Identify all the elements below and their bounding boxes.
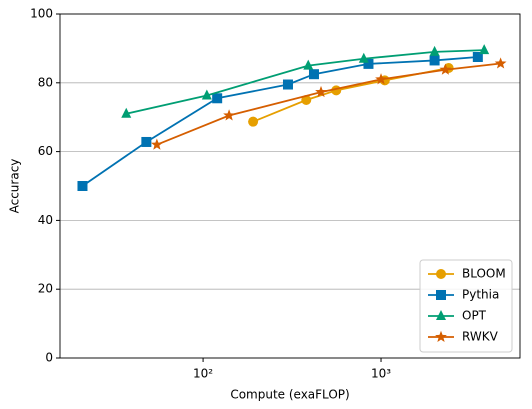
legend-marker (436, 310, 446, 320)
marker (201, 89, 212, 100)
plot-frame (59, 13, 521, 359)
y-tick-label: 20 (38, 282, 53, 296)
x-tick-label: 10² (193, 367, 213, 381)
legend-marker (435, 330, 447, 343)
marker (121, 107, 132, 118)
marker (303, 59, 314, 70)
y-tick-label: 0 (45, 351, 53, 365)
marker (77, 181, 88, 191)
marker (248, 116, 259, 127)
marker (150, 138, 163, 150)
series-line (252, 67, 449, 123)
marker (212, 93, 223, 104)
x-axis-label: Compute (exaFLOP) (230, 388, 349, 402)
y-axis-label: Accuracy (8, 159, 22, 214)
marker (301, 95, 312, 105)
series-line (126, 49, 485, 115)
legend-label: Pythia (462, 288, 499, 302)
marker (141, 136, 152, 147)
legend-marker (436, 290, 446, 300)
marker (429, 45, 440, 56)
legend-box (419, 259, 513, 353)
marker (358, 52, 369, 63)
series-line (156, 62, 501, 146)
x-tick-label: 10³ (371, 367, 391, 381)
y-tick-label: 60 (38, 144, 53, 158)
y-tick-label: 80 (38, 75, 53, 89)
legend-label: BLOOM (462, 267, 506, 281)
marker (223, 109, 235, 121)
marker (363, 58, 374, 69)
marker (308, 69, 319, 80)
marker (375, 73, 387, 85)
marker (479, 44, 490, 55)
legend-label: RWKV (462, 330, 499, 344)
marker (494, 57, 507, 69)
y-tick-label: 100 (30, 7, 53, 21)
series-line (81, 56, 478, 187)
legend-marker (436, 269, 446, 279)
marker (439, 63, 452, 75)
marker (472, 52, 483, 62)
y-tick-label: 40 (38, 213, 53, 227)
marker (315, 85, 327, 98)
legend-label: OPT (462, 309, 487, 323)
marker (429, 55, 440, 66)
marker (282, 79, 293, 90)
